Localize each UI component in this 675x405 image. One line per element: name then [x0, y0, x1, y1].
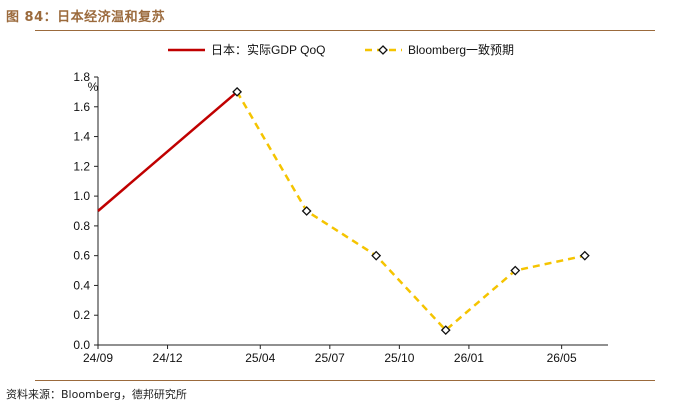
source-divider — [35, 380, 655, 381]
legend-label-gdp: 日本：实际GDP QoQ — [211, 42, 325, 57]
series-1 — [232, 86, 590, 336]
y-tick-label: 0.2 — [73, 308, 90, 322]
data-point-marker — [301, 206, 312, 216]
y-tick-label: 1.2 — [73, 159, 90, 173]
x-tick-label: 26/05 — [547, 351, 577, 365]
series-line — [97, 90, 238, 212]
x-tick-label: 25/10 — [384, 351, 414, 365]
x-tick-label: 25/04 — [245, 351, 275, 365]
figure-title: 图 84：日本经济温和复苏 — [6, 10, 166, 25]
y-tick-label: 1.8 — [73, 70, 90, 84]
y-tick-label: 0.4 — [73, 278, 90, 292]
y-tick-label: 0.0 — [73, 338, 90, 352]
series-0 — [97, 90, 238, 212]
data-point-marker — [579, 250, 590, 261]
x-tick-label: 24/12 — [153, 351, 183, 365]
data-point-marker — [232, 86, 243, 97]
y-tick-label: 0.6 — [73, 249, 90, 263]
legend: 日本：实际GDP QoQ Bloomberg一致预期 — [168, 42, 514, 57]
y-tick-label: 1.4 — [73, 130, 90, 144]
data-point-marker — [371, 250, 382, 261]
x-tick-label: 24/09 — [83, 351, 113, 365]
series-line — [236, 91, 586, 332]
data-point-marker — [510, 265, 521, 276]
data-point-marker — [440, 325, 451, 336]
x-tick-label: 26/01 — [454, 351, 484, 365]
title-divider — [35, 30, 655, 31]
y-axis-unit: % — [88, 80, 99, 94]
y-tick-label: 1.0 — [73, 189, 90, 203]
y-tick-label: 1.6 — [73, 100, 90, 114]
legend-label-consensus: Bloomberg一致预期 — [408, 43, 514, 57]
legend-marker-consensus — [378, 45, 388, 55]
source-note: 资料来源：Bloomberg，德邦研究所 — [6, 388, 187, 401]
axes: 0.0 0.2 0.4 0.6 0.8 1.0 1.2 1.4 1.6 1.8% 24/09 24/1… — [73, 70, 608, 365]
y-tick-label: 0.8 — [73, 219, 90, 233]
x-tick-label: 25/07 — [315, 351, 345, 365]
series-layer — [97, 86, 590, 336]
